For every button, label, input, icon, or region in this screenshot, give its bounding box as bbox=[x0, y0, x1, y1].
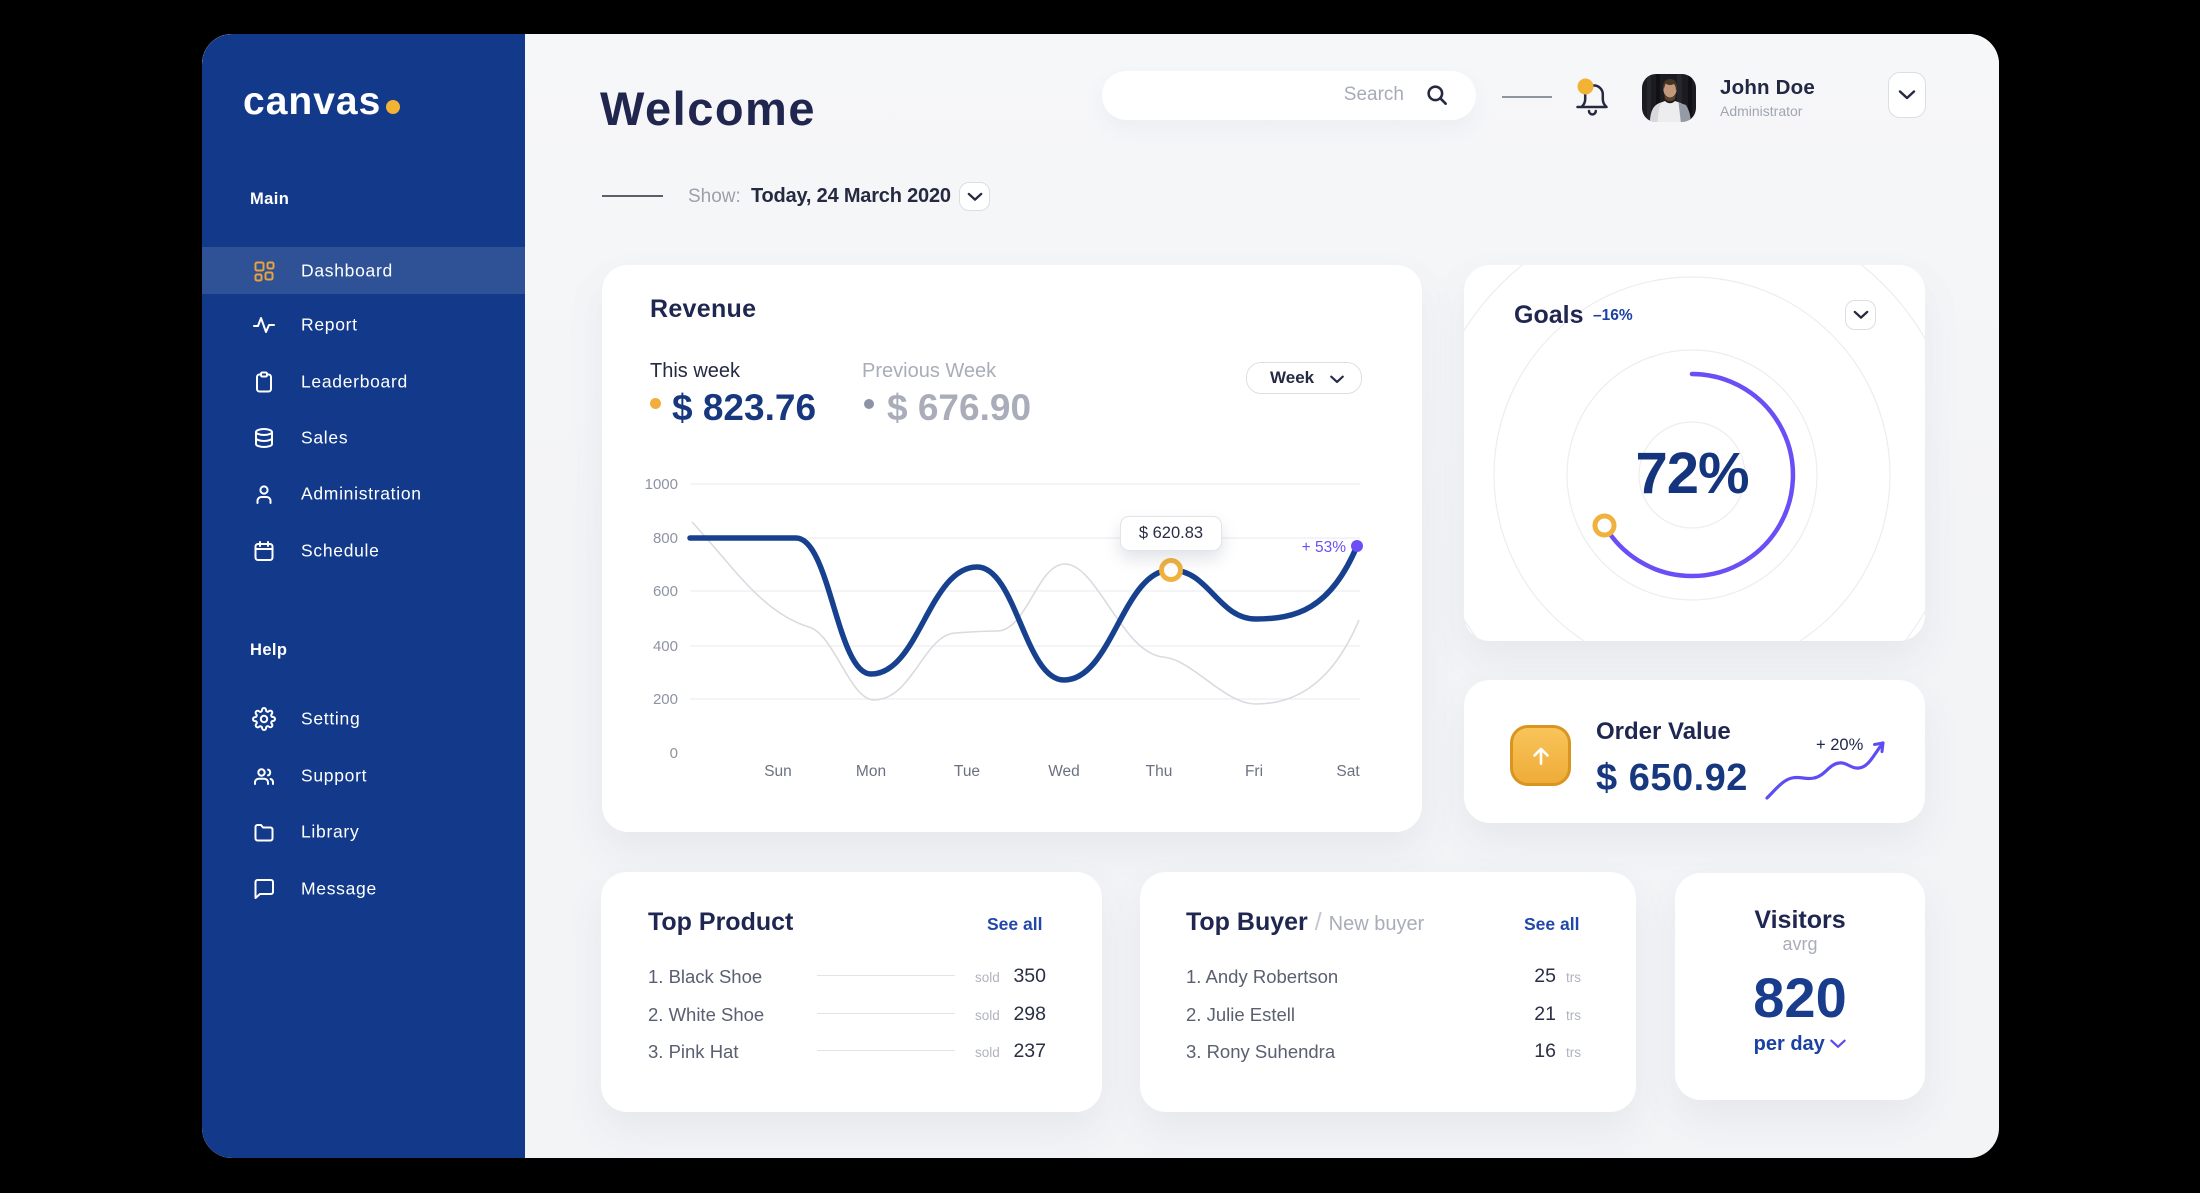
svg-text:400: 400 bbox=[653, 638, 678, 655]
svg-text:Tue: Tue bbox=[954, 763, 980, 780]
svg-text:Wed: Wed bbox=[1048, 763, 1080, 780]
svg-text:600: 600 bbox=[653, 583, 678, 600]
svg-text:1000: 1000 bbox=[645, 476, 678, 493]
svg-text:200: 200 bbox=[653, 691, 678, 708]
svg-text:Thu: Thu bbox=[1146, 763, 1173, 780]
svg-text:Fri: Fri bbox=[1245, 763, 1263, 780]
svg-text:Sat: Sat bbox=[1336, 763, 1360, 780]
svg-text:0: 0 bbox=[670, 745, 678, 762]
svg-text:+ 53%: + 53% bbox=[1302, 539, 1347, 556]
svg-text:800: 800 bbox=[653, 530, 678, 547]
svg-text:Sun: Sun bbox=[764, 763, 792, 780]
svg-text:Mon: Mon bbox=[856, 763, 886, 780]
